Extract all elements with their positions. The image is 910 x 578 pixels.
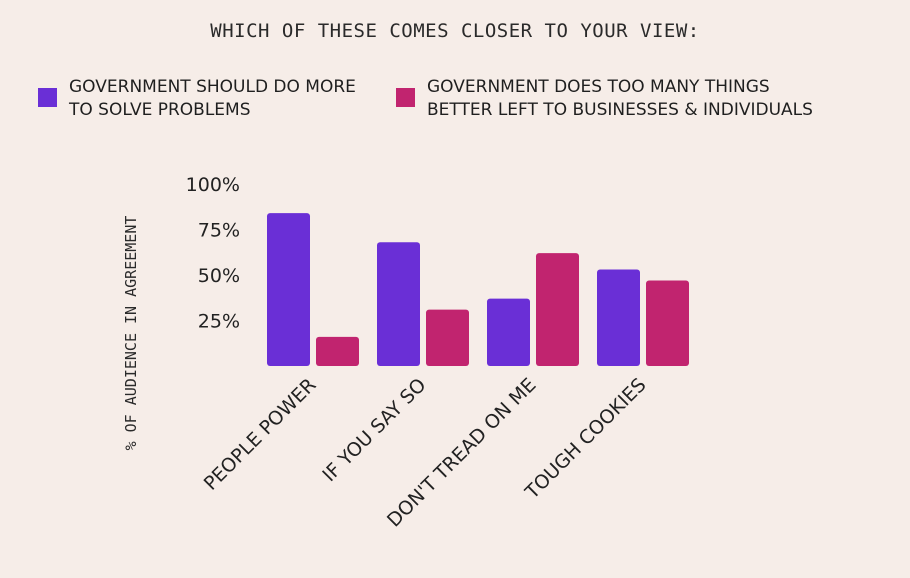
bar-2-4 xyxy=(646,280,689,366)
y-tick-label: 25% xyxy=(198,311,240,333)
bar-2-3 xyxy=(536,253,579,366)
bar-1-1 xyxy=(267,213,310,366)
x-tick-label: IF YOU SAY SO xyxy=(318,374,430,486)
chart-title: WHICH OF THESE COMES CLOSER TO YOUR VIEW… xyxy=(210,20,700,42)
x-tick-label: TOUGH COOKIES xyxy=(521,374,651,504)
y-tick-label: 75% xyxy=(198,220,240,242)
y-tick-label: 100% xyxy=(186,174,240,196)
bar-2-1 xyxy=(316,336,359,366)
legend-label-series-2: GOVERNMENT DOES TOO MANY THINGS BETTER L… xyxy=(427,77,813,120)
legend-swatch-series-1 xyxy=(38,88,57,107)
bar-1-4 xyxy=(597,269,640,366)
x-tick-label: PEOPLE POWER xyxy=(200,374,321,495)
legend-item-series-2: GOVERNMENT DOES TOO MANY THINGS BETTER L… xyxy=(396,76,813,122)
bar-1-3 xyxy=(487,298,530,366)
legend-swatch-series-2 xyxy=(396,88,415,107)
legend-label-series-1: GOVERNMENT SHOULD DO MORE TO SOLVE PROBL… xyxy=(69,77,356,120)
legend-item-series-1: GOVERNMENT SHOULD DO MORE TO SOLVE PROBL… xyxy=(38,76,356,122)
y-tick-label: 50% xyxy=(198,265,240,287)
bar-1-2 xyxy=(377,242,420,366)
bar-2-2 xyxy=(426,309,469,366)
